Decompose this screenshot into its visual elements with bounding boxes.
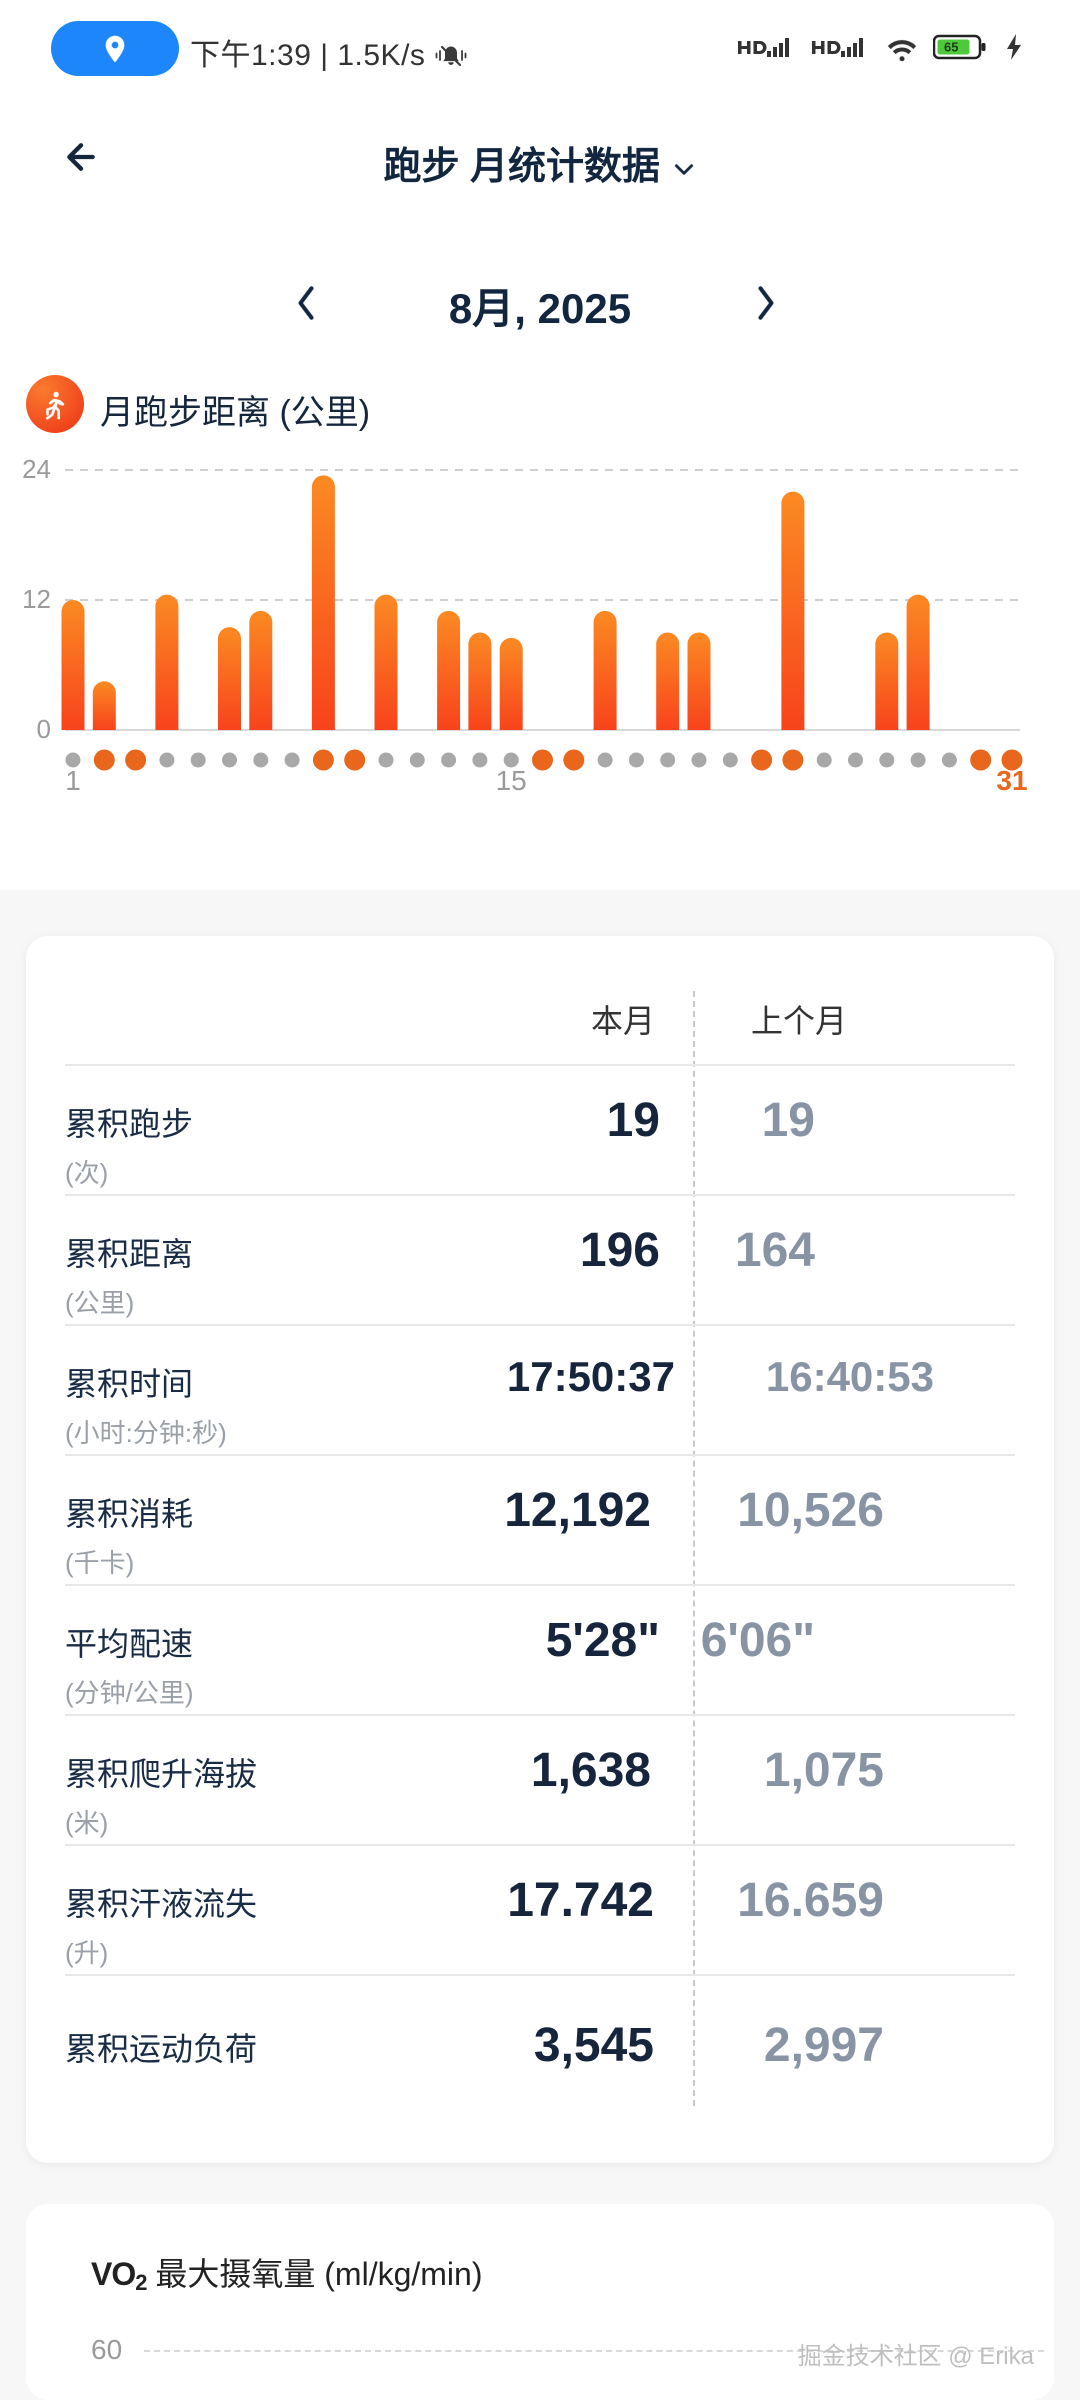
svg-text:24: 24	[22, 454, 51, 484]
svg-text:12: 12	[22, 584, 51, 614]
svg-text:1: 1	[65, 765, 81, 796]
svg-text:15: 15	[496, 765, 527, 796]
svg-text:65: 65	[944, 40, 958, 55]
svg-text:0: 0	[37, 714, 51, 744]
